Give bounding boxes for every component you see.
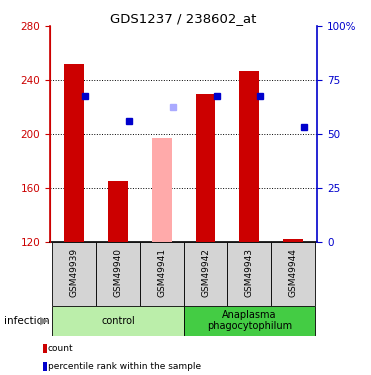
Text: count: count <box>48 344 73 353</box>
Text: infection: infection <box>4 316 49 326</box>
Bar <box>196 94 216 242</box>
Bar <box>184 306 315 336</box>
Text: GSM49944: GSM49944 <box>289 248 298 297</box>
Bar <box>152 138 172 242</box>
Text: GSM49941: GSM49941 <box>157 248 166 297</box>
Text: GSM49942: GSM49942 <box>201 248 210 297</box>
Bar <box>283 239 303 242</box>
Text: GSM49940: GSM49940 <box>114 248 122 297</box>
Text: ▶: ▶ <box>40 316 49 326</box>
Bar <box>108 181 128 242</box>
Text: percentile rank within the sample: percentile rank within the sample <box>48 362 201 371</box>
Title: GDS1237 / 238602_at: GDS1237 / 238602_at <box>111 12 257 25</box>
Bar <box>184 242 227 306</box>
Text: GSM49943: GSM49943 <box>245 248 254 297</box>
Bar <box>239 71 259 242</box>
Bar <box>140 242 184 306</box>
Bar <box>227 242 271 306</box>
Bar <box>52 306 184 336</box>
Text: Anaplasma
phagocytophilum: Anaplasma phagocytophilum <box>207 310 292 332</box>
Bar <box>52 242 96 306</box>
Text: control: control <box>101 316 135 326</box>
Text: GSM49939: GSM49939 <box>70 248 79 297</box>
Bar <box>96 242 140 306</box>
Bar <box>64 64 84 242</box>
Bar <box>271 242 315 306</box>
